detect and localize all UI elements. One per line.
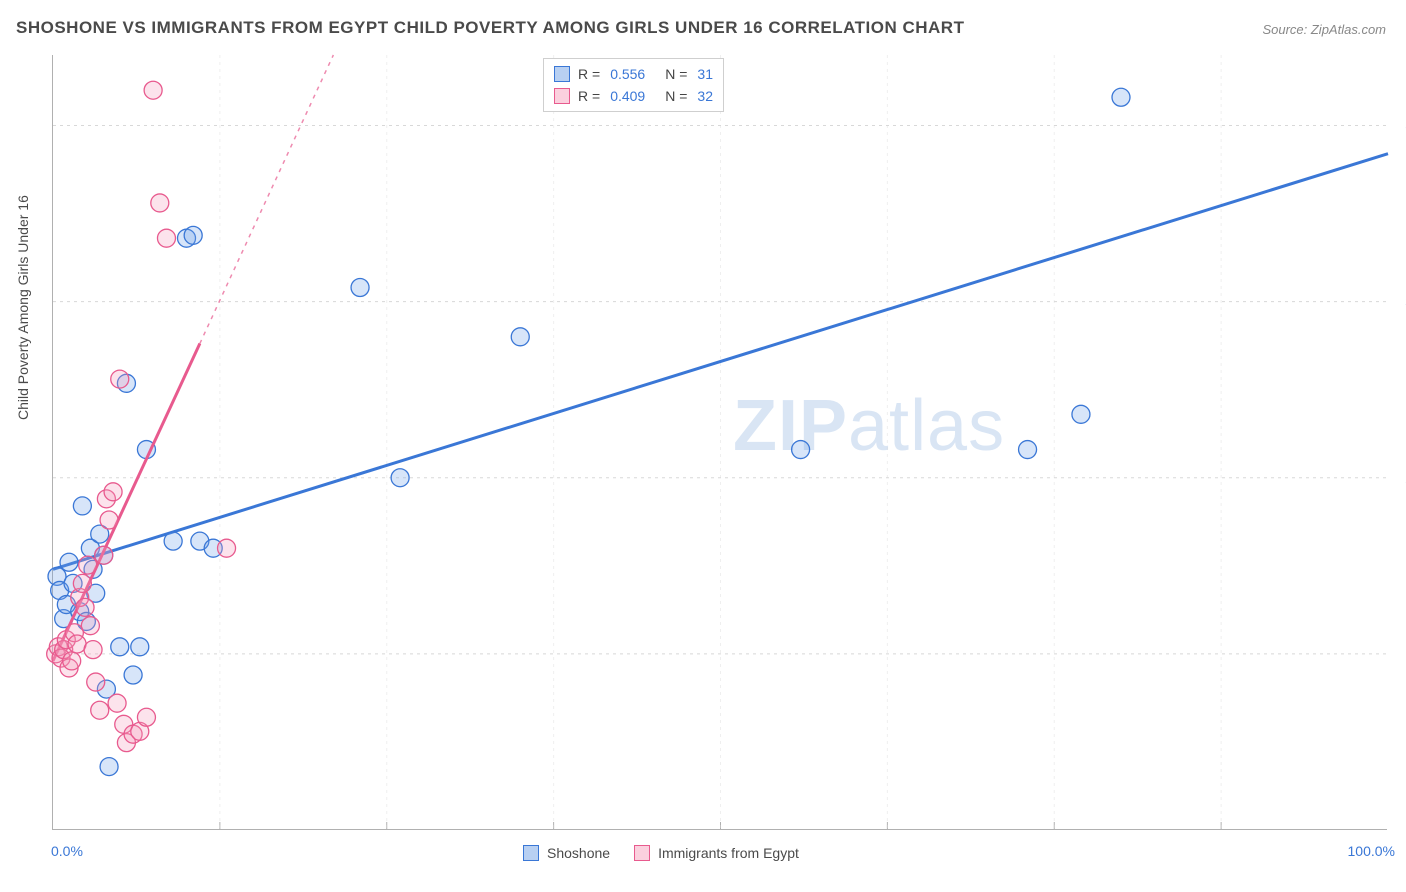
n-label: N = [665,66,687,82]
chart-title: SHOSHONE VS IMMIGRANTS FROM EGYPT CHILD … [16,18,964,38]
legend-swatch [634,845,650,861]
series-legend: Shoshone Immigrants from Egypt [523,845,799,861]
legend-swatch [523,845,539,861]
x-tick-max: 100.0% [1348,843,1395,859]
n-label: N = [665,88,687,104]
series-legend-label: Shoshone [547,845,610,861]
series-legend-item: Immigrants from Egypt [634,845,799,861]
n-value: 32 [697,88,713,104]
source-label: Source: ZipAtlas.com [1262,22,1386,37]
legend-swatch [554,66,570,82]
y-axis-label: Child Poverty Among Girls Under 16 [15,195,31,420]
chart-plot-area: ZIPatlas R = 0.556 N = 31 R = 0.409 N = … [52,55,1387,830]
r-value: 0.556 [610,66,645,82]
series-legend-label: Immigrants from Egypt [658,845,799,861]
r-value: 0.409 [610,88,645,104]
r-label: R = [578,66,600,82]
chart-svg [53,55,1387,829]
x-tick-min: 0.0% [51,843,83,859]
r-label: R = [578,88,600,104]
series-legend-item: Shoshone [523,845,610,861]
correlation-legend: R = 0.556 N = 31 R = 0.409 N = 32 [543,58,724,112]
legend-row: R = 0.556 N = 31 [554,63,713,85]
legend-row: R = 0.409 N = 32 [554,85,713,107]
legend-swatch [554,88,570,104]
n-value: 31 [697,66,713,82]
